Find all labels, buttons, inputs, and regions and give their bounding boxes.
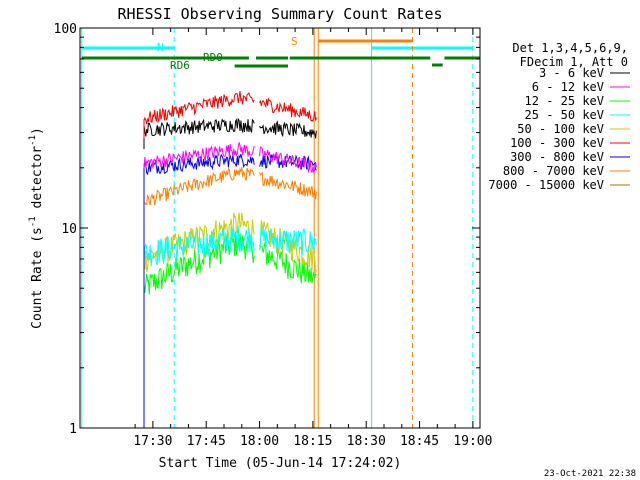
x-tick-label: 18:15 (293, 434, 332, 449)
y-tick-label: 100 (54, 22, 77, 37)
legend: Det 1,3,4,5,6,9, FDecim 1, Att 0 3 - 6 k… (488, 41, 630, 192)
flag-n-label: N (157, 41, 164, 54)
y-tick-label: 10 (61, 222, 77, 237)
y-axis-label-end: ) (30, 127, 45, 135)
legend-label: 300 - 800 keV (510, 150, 604, 164)
legend-header-line1: Det 1,3,4,5,6,9, (512, 41, 628, 55)
x-tick-label: 17:30 (133, 434, 172, 449)
series-trace (143, 232, 317, 295)
y-axis-label-sup2: -1 (28, 135, 38, 146)
legend-label: 6 - 12 keV (532, 80, 604, 94)
legend-label: 7000 - 15000 keV (488, 178, 604, 192)
y-axis-label-mid: detector (30, 146, 45, 217)
flag-s-label: S (291, 35, 298, 48)
legend-label: 12 - 25 keV (525, 94, 604, 108)
overlay-lines (81, 28, 480, 428)
legend-header-line2: FDecim 1, Att 0 (520, 55, 628, 69)
x-axis: 17:30 17:45 18:00 18:15 18:30 18:45 19:00 (133, 28, 492, 449)
legend-label: 25 - 50 keV (525, 108, 604, 122)
y-axis-label-main: Count Rate (s (30, 227, 45, 329)
flag-rd6-label: RD6 (170, 59, 190, 72)
y-axis-label: Count Rate (s-1 detector-1) (28, 127, 45, 329)
legend-label: 800 - 7000 keV (503, 164, 604, 178)
series-group (143, 91, 317, 428)
x-tick-label: 18:45 (400, 434, 439, 449)
y-axis-label-sup1: -1 (28, 216, 38, 227)
x-axis-label: Start Time (05-Jun-14 17:24:02) (159, 456, 402, 471)
x-tick-label: 18:30 (347, 434, 386, 449)
plot-area (81, 28, 480, 428)
series-trace (143, 117, 317, 139)
y-tick-label: 1 (69, 422, 77, 437)
series-trace (144, 166, 317, 206)
legend-label: 3 - 6 keV (539, 66, 604, 80)
chart-title: RHESSI Observing Summary Count Rates (117, 5, 442, 23)
footer-date: 23-Oct-2021 22:38 (544, 469, 636, 479)
y-axis: 1 10 100 (54, 22, 480, 437)
x-tick-label: 18:00 (240, 434, 279, 449)
legend-label: 100 - 300 keV (510, 136, 604, 150)
flag-rd0-label: RD0 (203, 51, 223, 64)
series-trace (143, 225, 317, 267)
series-trace (143, 142, 317, 175)
series-trace (143, 91, 317, 125)
legend-label: 50 - 100 keV (517, 122, 604, 136)
x-tick-label: 17:45 (187, 434, 226, 449)
x-tick-label: 19:00 (453, 434, 492, 449)
